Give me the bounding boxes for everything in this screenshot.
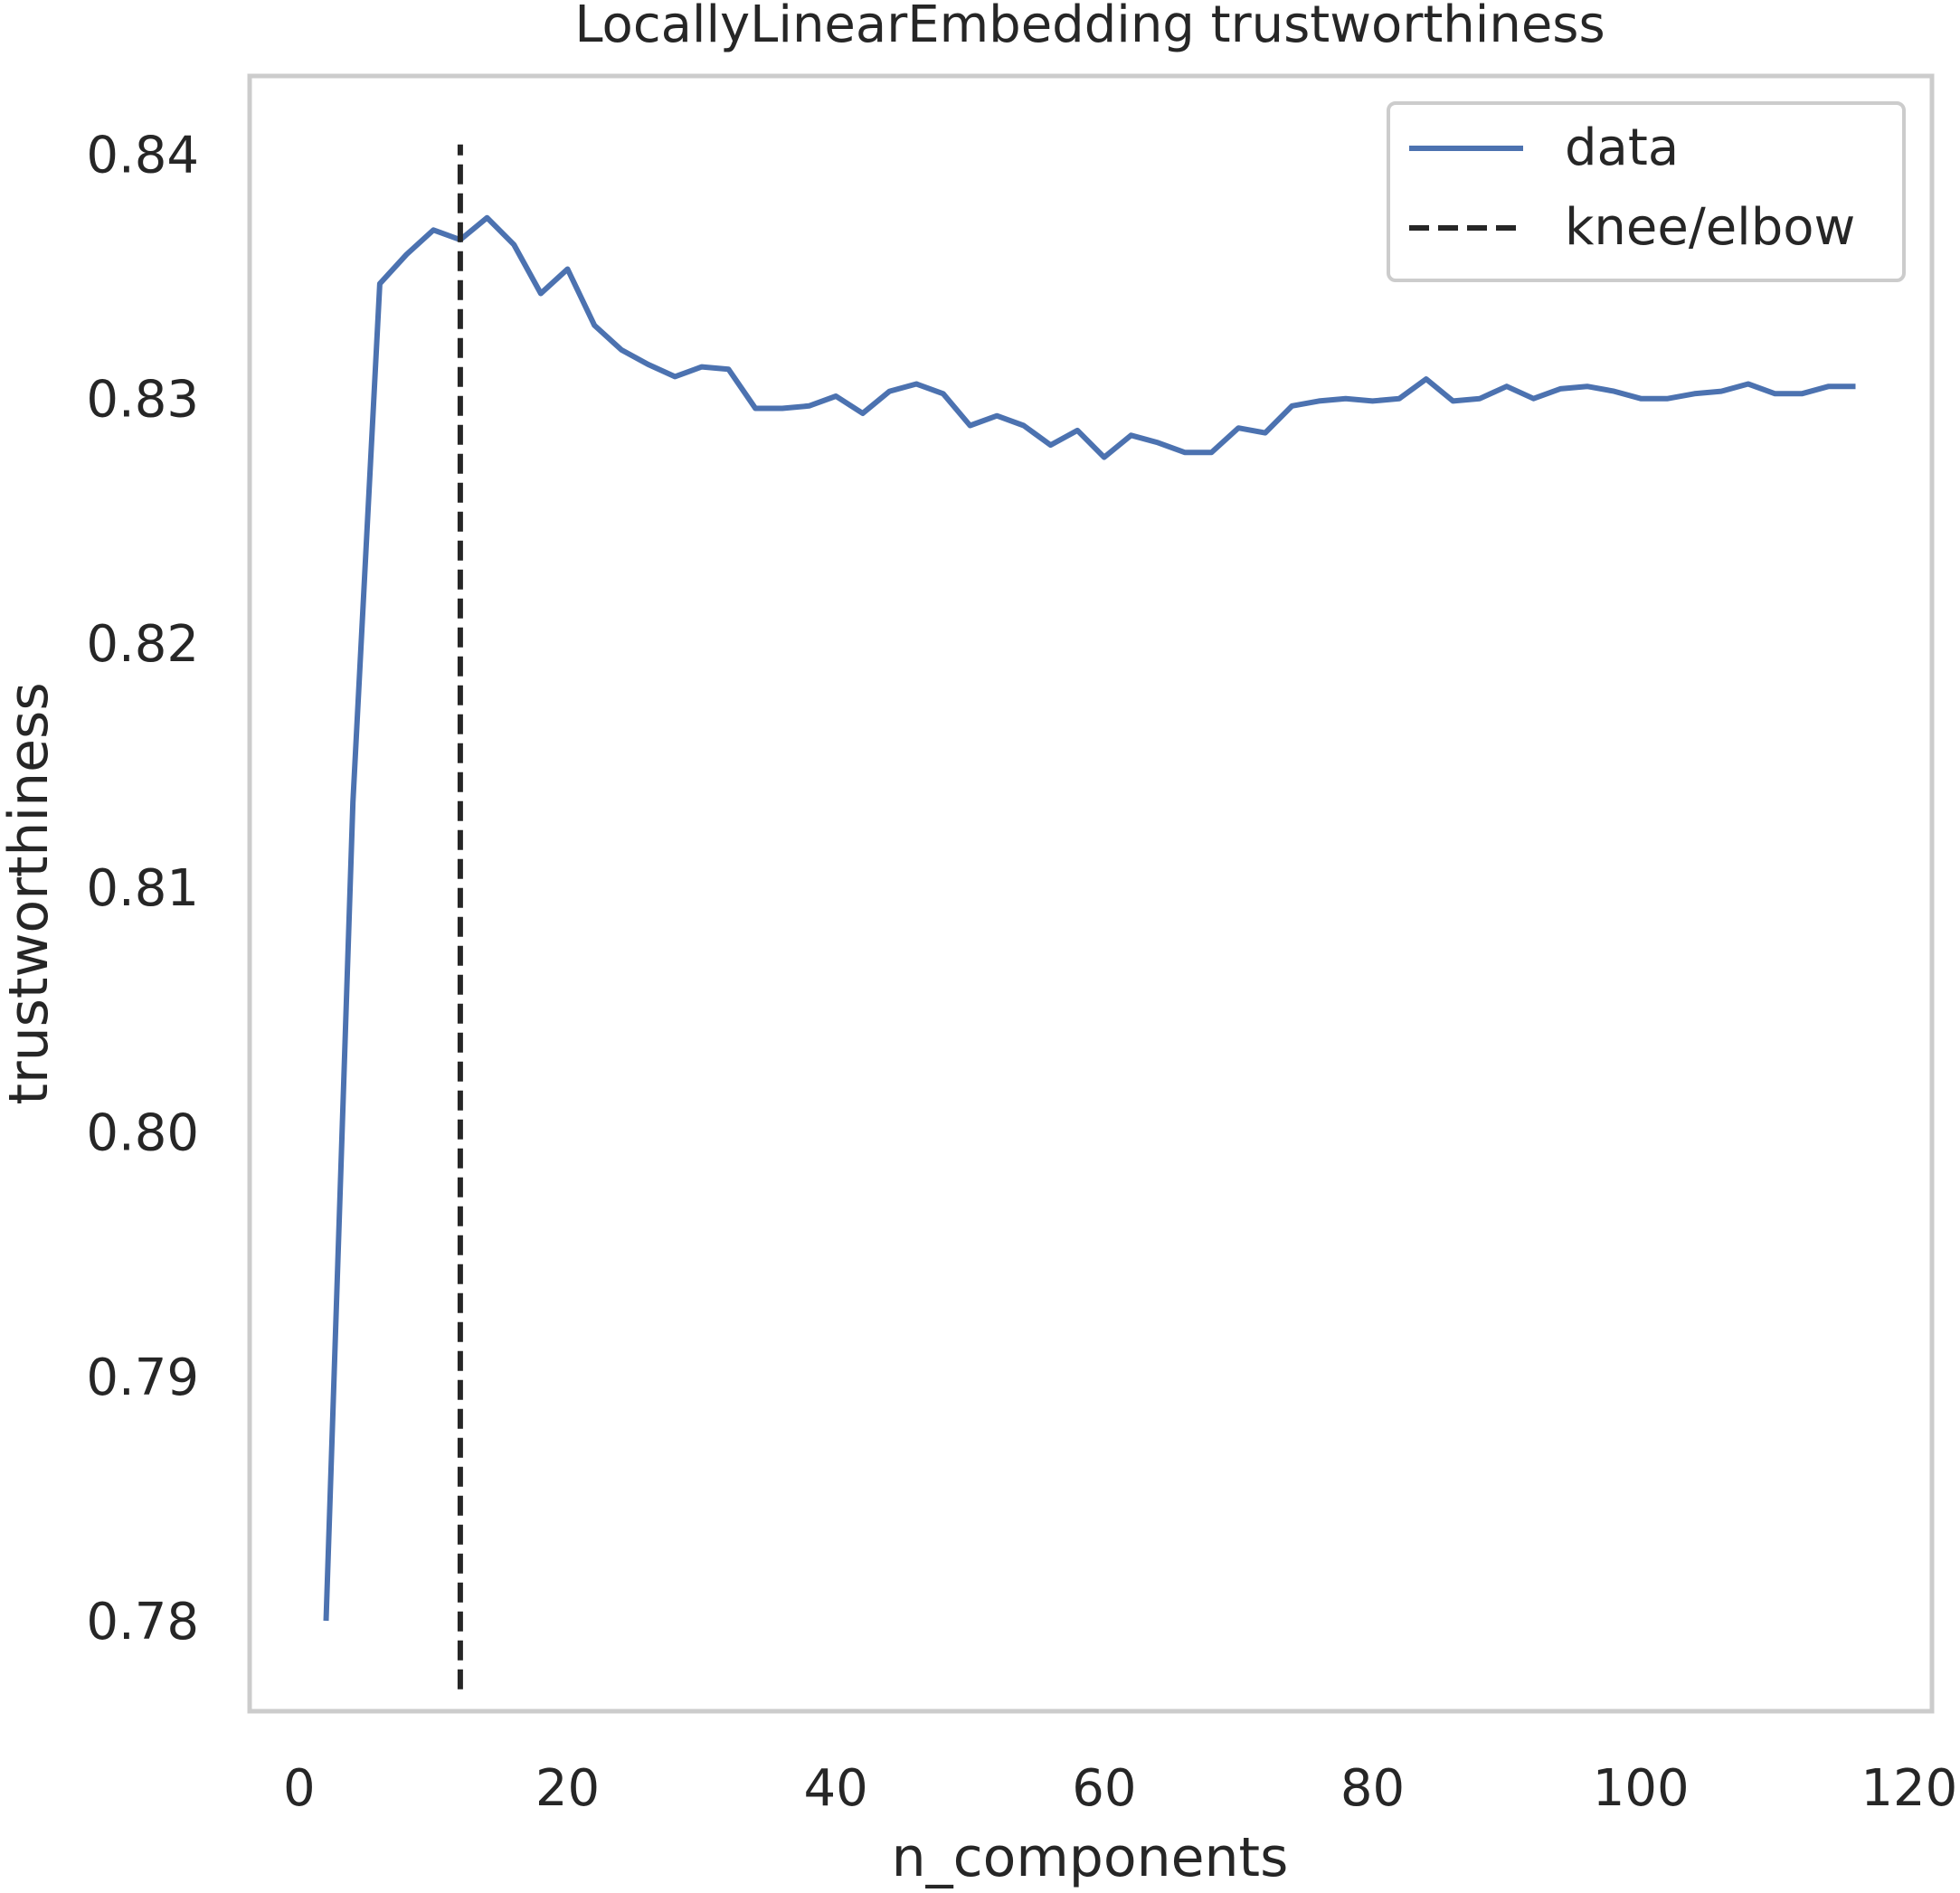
data-series-line xyxy=(323,214,1856,1622)
y-tick-label: 0.79 xyxy=(86,1349,199,1407)
y-axis-label: trustworthiness xyxy=(0,682,61,1104)
x-tick-label: 20 xyxy=(535,1759,600,1818)
chart-title: LocallyLinearEmbedding trustworthiness xyxy=(574,0,1605,54)
y-axis-ticks: 0.78 0.79 0.80 0.81 0.82 0.83 0.84 xyxy=(86,126,199,1652)
plot-area xyxy=(247,73,1935,1714)
legend: data knee/elbow xyxy=(1387,101,1906,282)
legend-knee-elbow-label: knee/elbow xyxy=(1565,198,1855,257)
x-tick-label: 120 xyxy=(1861,1759,1957,1818)
y-tick-label: 0.82 xyxy=(86,615,199,674)
series-layer xyxy=(323,144,1856,1690)
legend-data-label: data xyxy=(1565,118,1679,177)
x-tick-label: 80 xyxy=(1340,1759,1405,1818)
x-tick-label: 100 xyxy=(1593,1759,1690,1818)
y-tick-label: 0.84 xyxy=(86,126,199,185)
axes-frame xyxy=(247,73,1935,1714)
x-axis-ticks: 0 20 40 60 80 100 120 xyxy=(283,1759,1957,1818)
x-tick-label: 40 xyxy=(804,1759,868,1818)
y-tick-label: 0.81 xyxy=(86,859,199,918)
x-tick-label: 60 xyxy=(1072,1759,1136,1818)
x-tick-label: 0 xyxy=(283,1759,316,1818)
y-tick-label: 0.78 xyxy=(86,1593,199,1652)
x-axis-label: n_components xyxy=(892,1826,1289,1889)
y-tick-label: 0.83 xyxy=(86,371,199,430)
y-tick-label: 0.80 xyxy=(86,1103,199,1162)
